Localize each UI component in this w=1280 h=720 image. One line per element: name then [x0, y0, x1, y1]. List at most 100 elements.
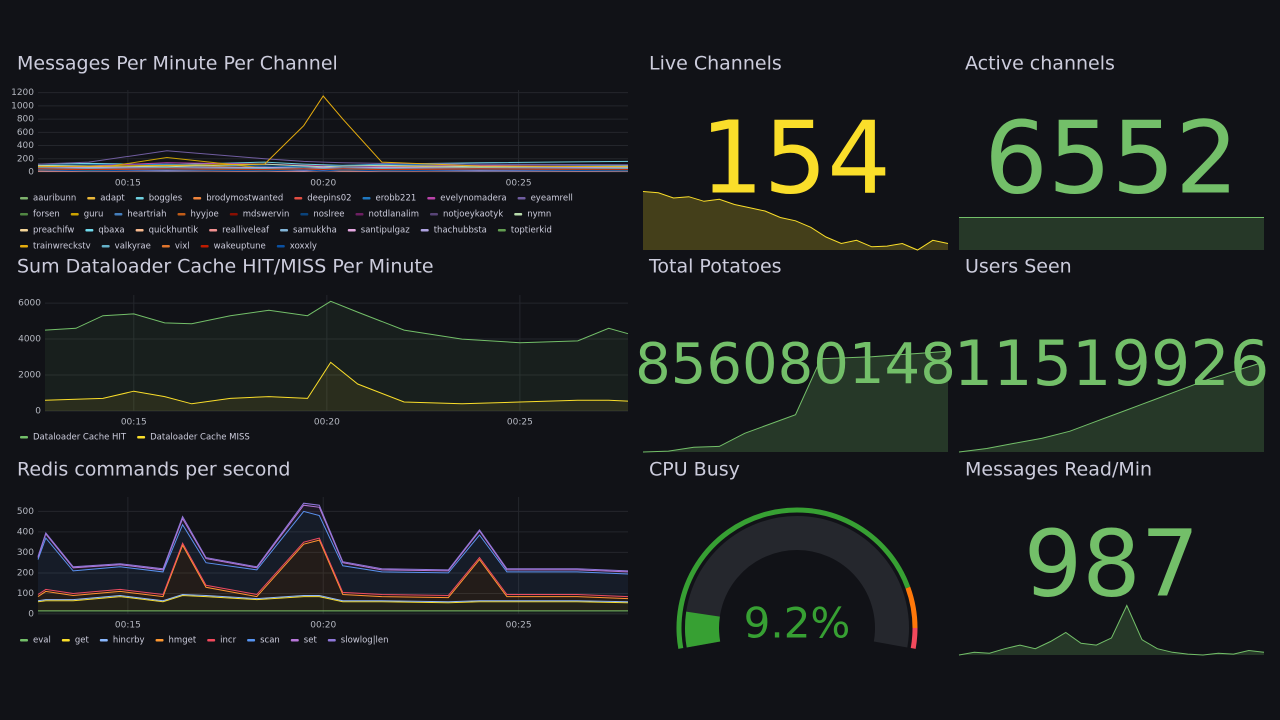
panel-title: Users Seen	[965, 256, 1072, 278]
legend-swatch	[193, 197, 202, 200]
legend-label: samukkha	[293, 226, 337, 236]
legend-item: brodymostwanted	[193, 194, 283, 204]
x-tick-label: 00:15	[121, 418, 147, 428]
y-tick-label: 1000	[11, 101, 34, 111]
stat-value: 154	[700, 99, 891, 216]
y-tick-label: 0	[28, 610, 34, 620]
legend-label: eval	[33, 636, 51, 646]
x-tick-label: 00:25	[507, 418, 533, 428]
panel-title: Live Channels	[649, 53, 782, 75]
panel-title: CPU Busy	[649, 459, 740, 481]
legend-label: hincrby	[113, 636, 145, 646]
legend-label: evelynomadera	[440, 194, 506, 204]
gauge-threshold	[910, 627, 918, 649]
legend-item: aauribunn	[20, 194, 76, 204]
legend-swatch	[294, 197, 303, 200]
series-line	[37, 95, 629, 168]
legend-label: eyeamrell	[531, 194, 573, 204]
x-tick-label: 00:25	[506, 621, 532, 631]
sparkline	[642, 191, 949, 251]
panel-title: Redis commands per second	[17, 459, 290, 481]
legend-swatch	[209, 229, 218, 232]
legend-swatch	[20, 436, 28, 439]
legend-item: adapt	[87, 194, 125, 204]
panel-title: Sum Dataloader Cache HIT/MISS Per Minute	[17, 256, 434, 278]
stat-value: 987	[1024, 510, 1200, 617]
legend-label: quickhuntik	[149, 226, 199, 236]
y-tick-label: 500	[17, 507, 34, 517]
legend-swatch	[247, 639, 256, 642]
series-area	[38, 540, 628, 602]
legend-swatch	[137, 436, 146, 439]
legend-swatch	[300, 213, 309, 216]
legend-swatch	[276, 245, 285, 248]
panel-title: Active channels	[965, 53, 1115, 75]
legend-label: Dataloader Cache MISS	[150, 433, 250, 443]
stat-value: 6552	[984, 99, 1239, 216]
legend-item: vixl	[161, 242, 190, 252]
series-line	[37, 594, 629, 604]
legend-item: eyeamrell	[517, 194, 573, 204]
legend-swatch	[347, 229, 356, 232]
series-area	[45, 362, 628, 411]
x-tick-label: 00:20	[310, 179, 336, 189]
sparkline-area	[643, 191, 948, 250]
legend-swatch	[155, 639, 164, 642]
legend-label: vixl	[175, 242, 190, 252]
legend-item: santipulgaz	[347, 226, 410, 236]
panel-title: Messages Per Minute Per Channel	[17, 53, 338, 75]
series-area	[45, 301, 628, 411]
legend-item: set	[290, 636, 317, 646]
legend-item: eval	[20, 636, 51, 646]
legend-label: valkyrae	[115, 242, 151, 252]
legend-item: hmget	[155, 636, 197, 646]
legend-item: scan	[247, 636, 280, 646]
y-tick-label: 1200	[11, 88, 34, 98]
legend-label: santipulgaz	[361, 226, 410, 236]
legend-item: forsen	[20, 210, 60, 220]
series-line	[44, 300, 629, 344]
legend-swatch	[514, 213, 523, 216]
sparkline-area	[959, 605, 1264, 655]
legend-item: realliveleaf	[209, 226, 270, 236]
legend-label: wakeuptune	[214, 242, 266, 252]
legend-label: hmget	[169, 636, 197, 646]
legend-label: thachubbsta	[434, 226, 487, 236]
legend-label: boggles	[149, 194, 183, 204]
legend-item: thachubbsta	[420, 226, 487, 236]
legend-item: mdswervin	[229, 210, 289, 220]
legend-swatch	[517, 197, 526, 200]
gauge-value	[685, 611, 721, 648]
legend-label: notdlanalim	[368, 210, 419, 220]
legend-item: notdlanalim	[355, 210, 419, 220]
y-tick-label: 400	[17, 141, 34, 151]
legend-item: valkyrae	[101, 242, 151, 252]
legend-swatch	[99, 639, 108, 642]
legend-item: notjoeykaotyk	[429, 210, 503, 220]
sparkline-area	[643, 351, 948, 452]
sparkline	[958, 361, 1265, 453]
y-tick-label: 800	[17, 115, 34, 125]
series-line	[37, 593, 629, 603]
legend-swatch	[280, 229, 289, 232]
legend-label: scan	[260, 636, 280, 646]
series-line	[37, 504, 629, 573]
series-area	[38, 595, 628, 611]
y-tick-label: 0	[35, 407, 41, 417]
legend-item: trainwreckstv	[20, 242, 91, 252]
legend-item: heartriah	[114, 210, 167, 220]
legend-item: evelynomadera	[427, 194, 507, 204]
legend-label: realliveleaf	[222, 226, 270, 236]
gauge-label: 9.2%	[744, 599, 851, 648]
y-tick-label: 4000	[18, 335, 41, 345]
legend-item: slowlog|len	[327, 636, 389, 646]
legend-label: notjoeykaotyk	[443, 210, 503, 220]
legend-label: preachifw	[33, 226, 74, 236]
legend-label: trainwreckstv	[33, 242, 91, 252]
legend-swatch	[61, 639, 70, 642]
legend-swatch	[20, 197, 28, 200]
x-tick-label: 00:20	[310, 621, 336, 631]
legend-swatch	[70, 213, 79, 216]
legend-item: boggles	[135, 194, 183, 204]
